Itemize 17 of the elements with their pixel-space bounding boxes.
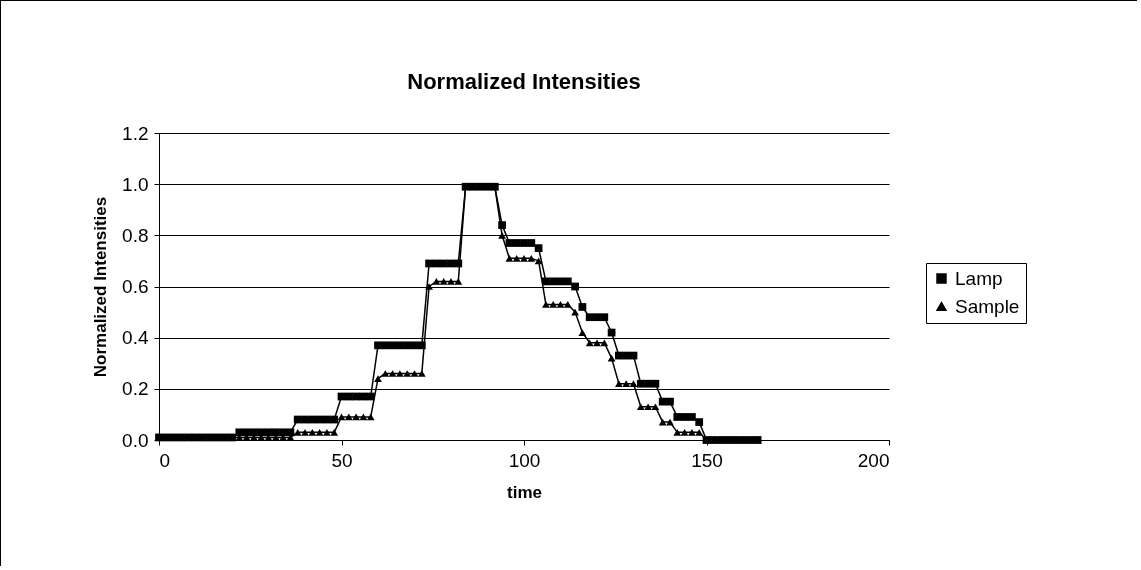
y-tick-label: 0.2 <box>122 378 149 400</box>
x-tick-label: 200 <box>857 449 890 471</box>
y-tick-label: 1.2 <box>122 122 149 144</box>
y-tick-label: 0.6 <box>122 276 149 297</box>
x-tick-label: 50 <box>331 449 353 471</box>
y-axis-title: Normalized Intensities <box>91 196 111 378</box>
x-tick-label: 0 <box>159 449 171 471</box>
y-tick-label: 0.8 <box>122 224 149 246</box>
x-tick-label: 100 <box>508 449 541 471</box>
legend-label: Lamp <box>955 267 1003 289</box>
y-tick-label: 1.0 <box>122 173 149 195</box>
y-tick-label: 0.4 <box>122 327 149 349</box>
chart-title: Normalized Intensities <box>407 69 641 94</box>
x-tick-label: 150 <box>691 449 723 471</box>
y-tick-label: 0.0 <box>122 429 149 451</box>
legend-label: Sample <box>955 295 1020 317</box>
x-axis-title: time <box>507 482 542 502</box>
